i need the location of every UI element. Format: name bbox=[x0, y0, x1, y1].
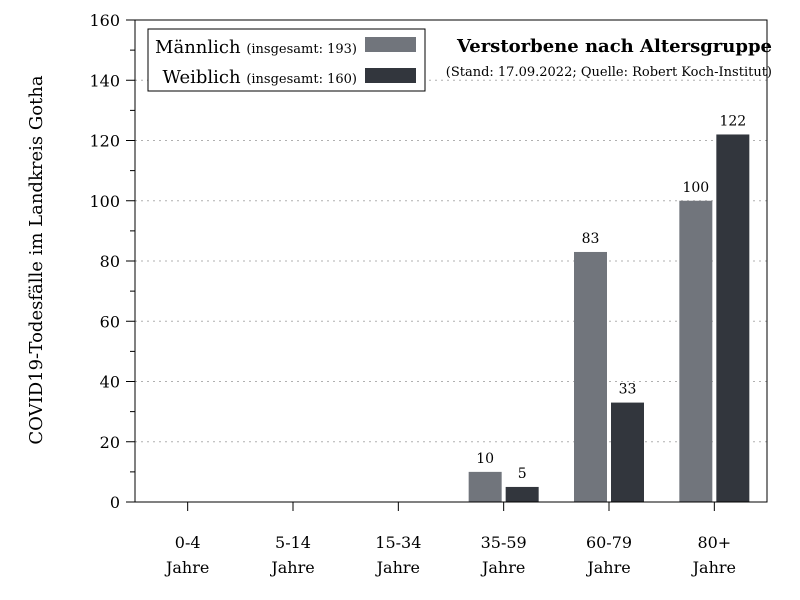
y-tick-label: 80 bbox=[100, 252, 120, 271]
y-tick-label: 20 bbox=[100, 433, 120, 452]
y-tick-label: 100 bbox=[89, 192, 120, 211]
x-tick-label: 35-59 Jahre bbox=[480, 533, 527, 577]
legend-swatch-male bbox=[365, 37, 416, 52]
x-tick-label: 80+ Jahre bbox=[691, 533, 736, 577]
y-tick-label: 60 bbox=[100, 312, 120, 331]
bar-female bbox=[505, 486, 539, 502]
y-tick-label: 0 bbox=[110, 493, 120, 512]
x-tick-label: 5-14 Jahre bbox=[269, 533, 314, 577]
chart-title: Verstorbene nach Altersgruppe bbox=[456, 36, 772, 57]
y-axis: 0 20 40 60 80 100 120 140 160 bbox=[89, 11, 135, 512]
y-tick-label: 160 bbox=[89, 11, 120, 30]
legend-entry-female: Weiblich (insgesamt: 160) bbox=[162, 67, 357, 88]
legend: Männlich (insgesamt: 193) Weiblich (insg… bbox=[147, 28, 426, 92]
y-tick-label: 40 bbox=[100, 373, 120, 392]
y-tick-label: 140 bbox=[89, 71, 120, 90]
bars-group bbox=[468, 134, 750, 502]
plot-area-frame bbox=[134, 19, 768, 503]
legend-female-name: Weiblich bbox=[162, 67, 241, 88]
bar-female bbox=[611, 402, 644, 502]
bar-value-label: 100 bbox=[682, 180, 709, 196]
bar-value-label: 33 bbox=[619, 382, 637, 398]
legend-entry-male: Männlich (insgesamt: 193) bbox=[155, 37, 357, 58]
bar-male bbox=[574, 251, 607, 502]
y-tick-label: 120 bbox=[89, 132, 120, 151]
legend-swatch-female bbox=[365, 68, 416, 83]
bar-value-label: 5 bbox=[518, 466, 527, 482]
bar-value-label: 10 bbox=[476, 451, 494, 467]
x-tick-label: 0-4 Jahre bbox=[164, 533, 209, 577]
legend-male-name: Männlich bbox=[155, 37, 241, 58]
chart-subtitle: (Stand: 17.09.2022; Quelle: Robert Koch-… bbox=[446, 65, 772, 80]
x-tick-label: 60-79 Jahre bbox=[585, 533, 632, 577]
bar-male bbox=[679, 200, 713, 502]
legend-female-total: (insgesamt: 160) bbox=[246, 72, 357, 87]
x-tick-label: 15-34 Jahre bbox=[375, 533, 422, 577]
value-labels-group: 10 5 83 33 100 122 bbox=[476, 113, 746, 481]
grid-lines bbox=[135, 79, 767, 443]
y-axis-label: COVID19-Todesfälle im Landkreis Gotha bbox=[26, 75, 47, 445]
x-axis: 0-4 Jahre 5-14 Jahre 15-34 Jahre 35-59 Jahre 60-… bbox=[164, 502, 736, 577]
bar-value-label: 83 bbox=[582, 231, 600, 247]
bar-male bbox=[468, 471, 502, 502]
bar-value-label: 122 bbox=[719, 113, 746, 129]
bar-female bbox=[716, 134, 750, 502]
legend-male-total: (insgesamt: 193) bbox=[246, 42, 357, 57]
